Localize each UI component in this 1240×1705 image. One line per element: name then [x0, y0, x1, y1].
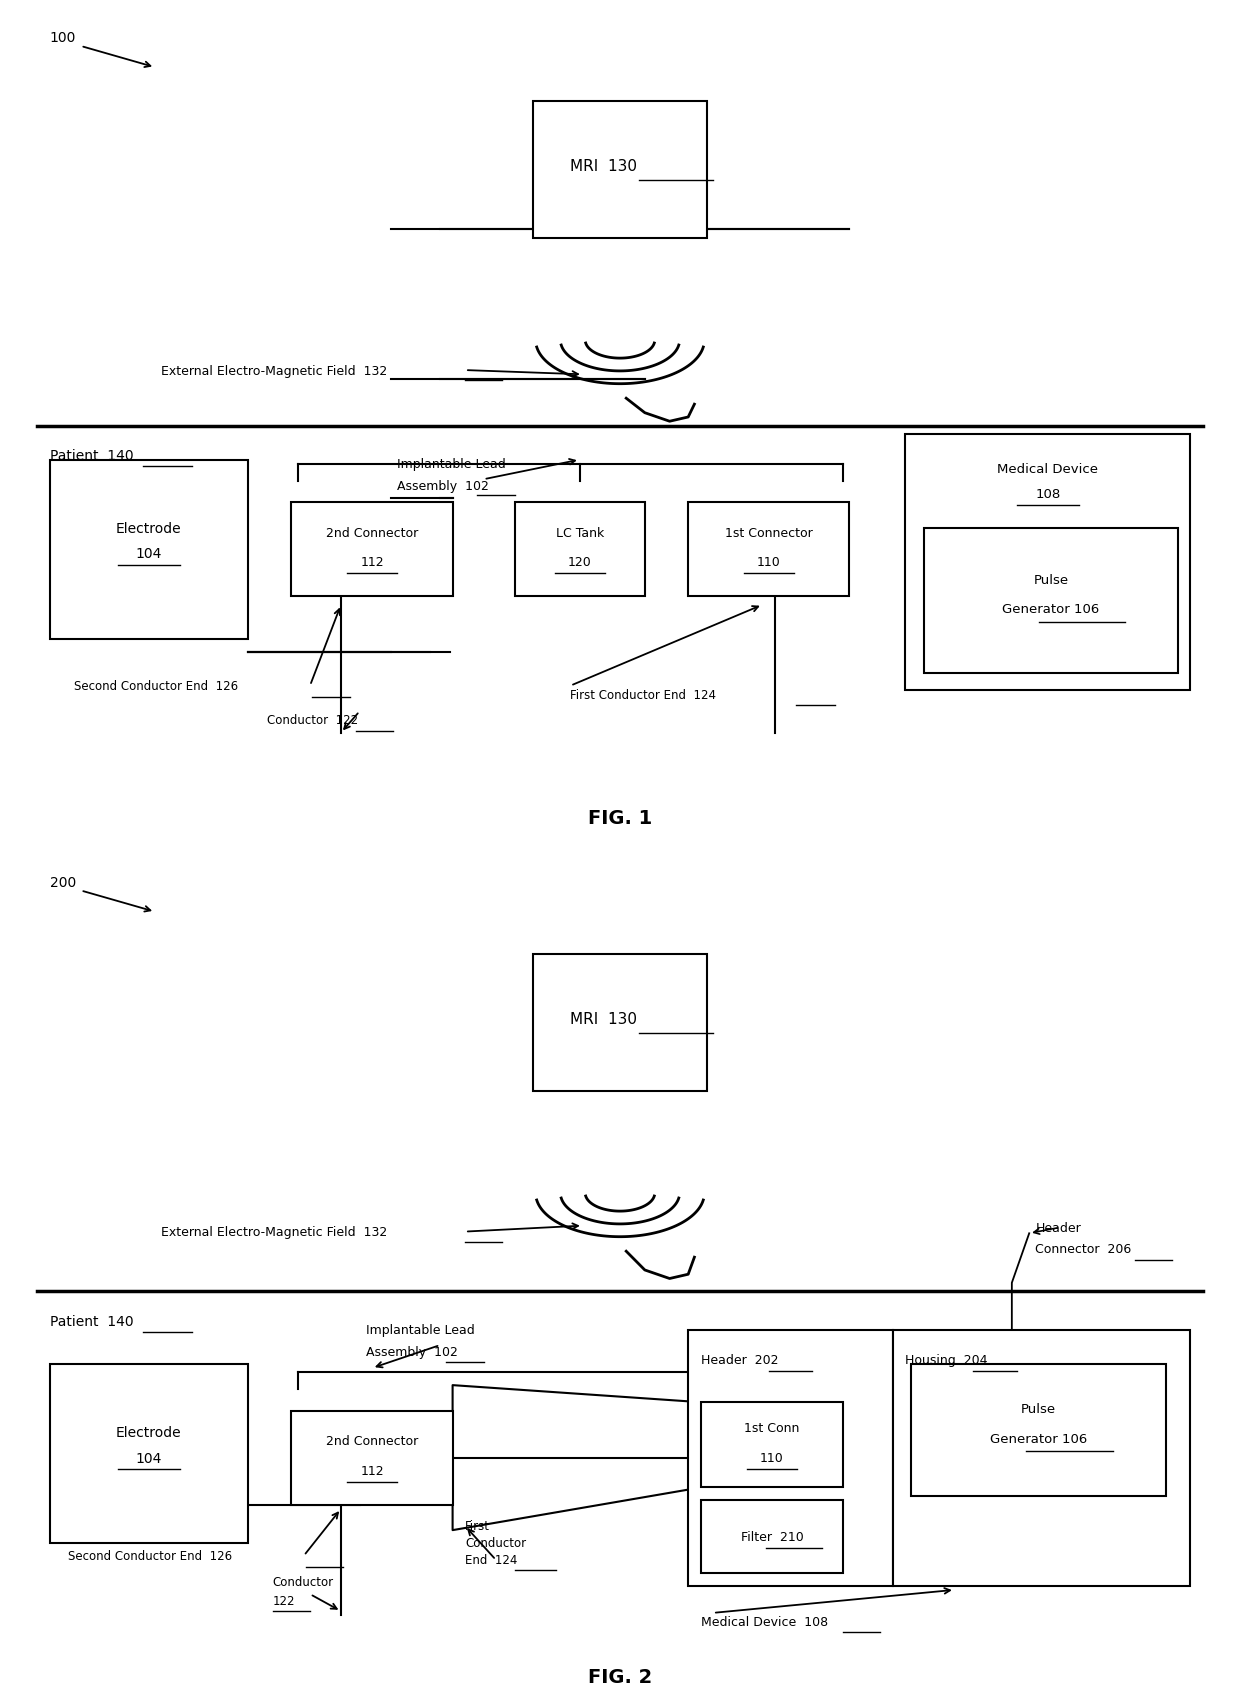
Text: External Electro-Magnetic Field  132: External Electro-Magnetic Field 132: [161, 1226, 387, 1238]
Text: 108: 108: [1035, 488, 1060, 501]
Text: 120: 120: [568, 556, 591, 569]
FancyBboxPatch shape: [688, 1330, 893, 1586]
Text: Assembly  102: Assembly 102: [397, 479, 489, 493]
Text: First: First: [465, 1519, 490, 1533]
Text: Assembly  102: Assembly 102: [366, 1345, 458, 1357]
FancyBboxPatch shape: [50, 460, 248, 639]
Text: 2nd Connector: 2nd Connector: [326, 527, 418, 539]
Text: 200: 200: [50, 875, 76, 890]
Text: Implantable Lead: Implantable Lead: [366, 1323, 475, 1337]
Text: LC Tank: LC Tank: [556, 527, 604, 539]
Text: End  124: End 124: [465, 1553, 517, 1567]
FancyBboxPatch shape: [701, 1500, 843, 1572]
Text: 110: 110: [760, 1451, 784, 1465]
Text: Patient  140: Patient 140: [50, 448, 133, 464]
Text: Conductor: Conductor: [465, 1536, 526, 1550]
Text: Pulse: Pulse: [1021, 1402, 1056, 1415]
Text: 104: 104: [135, 547, 162, 561]
Text: 1st Connector: 1st Connector: [725, 527, 812, 539]
Text: FIG. 2: FIG. 2: [588, 1667, 652, 1686]
FancyBboxPatch shape: [515, 503, 645, 597]
FancyBboxPatch shape: [911, 1364, 1166, 1497]
Text: Conductor  122: Conductor 122: [267, 714, 357, 726]
FancyBboxPatch shape: [291, 1412, 453, 1506]
Text: 110: 110: [756, 556, 781, 569]
Text: MRI  130: MRI 130: [570, 159, 637, 174]
Text: Generator 106: Generator 106: [1002, 604, 1100, 616]
Text: Header: Header: [1035, 1221, 1081, 1234]
Text: Medical Device  108: Medical Device 108: [701, 1615, 828, 1628]
Text: Electrode: Electrode: [117, 1425, 181, 1439]
Text: 100: 100: [50, 31, 76, 46]
Text: External Electro-Magnetic Field  132: External Electro-Magnetic Field 132: [161, 365, 387, 377]
Text: Implantable Lead: Implantable Lead: [397, 459, 506, 471]
Text: Header  202: Header 202: [701, 1354, 779, 1366]
Text: Medical Device: Medical Device: [997, 462, 1099, 476]
FancyBboxPatch shape: [701, 1402, 843, 1487]
Text: Second Conductor End  126: Second Conductor End 126: [68, 1550, 232, 1562]
FancyBboxPatch shape: [924, 529, 1178, 673]
Text: Filter  210: Filter 210: [740, 1529, 804, 1543]
Text: MRI  130: MRI 130: [570, 1011, 637, 1026]
Text: 2nd Connector: 2nd Connector: [326, 1434, 418, 1448]
FancyBboxPatch shape: [893, 1330, 1190, 1586]
Text: 112: 112: [360, 1465, 384, 1477]
FancyBboxPatch shape: [533, 102, 707, 239]
Text: Conductor: Conductor: [273, 1575, 334, 1587]
Text: 104: 104: [135, 1451, 162, 1465]
FancyBboxPatch shape: [688, 503, 849, 597]
Text: FIG. 1: FIG. 1: [588, 808, 652, 829]
Text: Electrode: Electrode: [117, 522, 181, 535]
FancyBboxPatch shape: [291, 503, 453, 597]
Text: Connector  206: Connector 206: [1035, 1243, 1132, 1255]
Text: Housing  204: Housing 204: [905, 1354, 988, 1366]
Text: Second Conductor End  126: Second Conductor End 126: [74, 680, 238, 692]
Text: 1st Conn: 1st Conn: [744, 1422, 800, 1434]
Text: Pulse: Pulse: [1033, 573, 1069, 587]
Text: 122: 122: [273, 1594, 295, 1606]
FancyBboxPatch shape: [905, 435, 1190, 691]
Text: Patient  140: Patient 140: [50, 1315, 133, 1328]
Text: 112: 112: [360, 556, 384, 569]
Text: Generator 106: Generator 106: [990, 1432, 1087, 1446]
Text: First Conductor End  124: First Conductor End 124: [570, 689, 717, 701]
FancyBboxPatch shape: [533, 955, 707, 1091]
FancyBboxPatch shape: [50, 1364, 248, 1543]
